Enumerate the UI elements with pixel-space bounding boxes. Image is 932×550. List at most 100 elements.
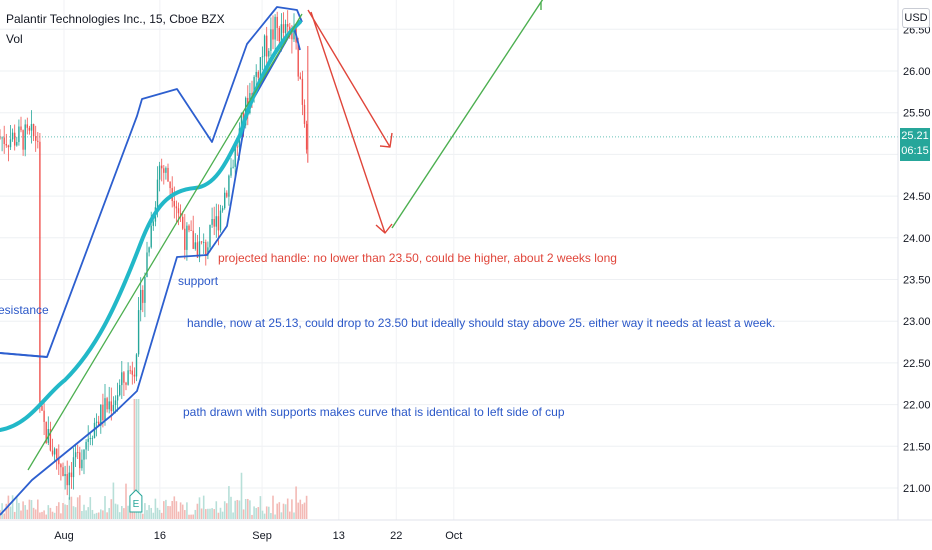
volume-bar	[93, 513, 96, 519]
volume-bar	[5, 503, 8, 519]
candle-body	[112, 405, 115, 412]
volume-bar	[41, 511, 43, 519]
volume-bar	[81, 510, 83, 519]
volume-bar	[104, 496, 106, 519]
volume-bar	[26, 509, 29, 519]
volume-bar	[175, 501, 178, 519]
annotation-support[interactable]: support	[178, 274, 219, 288]
drawings: E	[0, 0, 544, 516]
candle-body	[28, 127, 31, 131]
volume-bar	[194, 509, 197, 519]
volume-bar	[232, 512, 234, 519]
candle-body	[266, 35, 268, 57]
candle-body	[287, 24, 289, 27]
price-tick-label: 22.50	[903, 358, 931, 370]
candle-body	[270, 29, 272, 51]
volume-bar	[234, 500, 236, 519]
volume-bar	[53, 512, 56, 519]
moving-average-curve	[0, 20, 302, 432]
candle-body	[137, 310, 140, 355]
candle-body	[198, 241, 201, 258]
candle-body	[205, 242, 207, 256]
channel-lower-line	[0, 26, 301, 516]
candle-body	[104, 398, 106, 421]
candle-body	[140, 289, 142, 311]
candle-body	[7, 145, 10, 148]
volume-bar	[230, 496, 232, 519]
candle-body	[95, 421, 98, 423]
annotation-path[interactable]: path drawn with supports makes curve tha…	[183, 405, 565, 419]
volume-bar	[238, 500, 241, 519]
candle-body	[236, 146, 238, 148]
candle-body	[148, 247, 150, 253]
resistance-line	[0, 352, 48, 358]
candle-body	[228, 175, 230, 197]
candle-body	[217, 216, 220, 231]
candle-body	[68, 472, 70, 486]
volume-bar	[215, 501, 218, 519]
volume-bar	[18, 502, 20, 519]
volume-bar	[142, 513, 144, 519]
candle-body	[14, 132, 16, 146]
time-tick-label: Aug	[54, 530, 74, 542]
candle-body	[5, 144, 7, 146]
volume-bar	[89, 497, 92, 519]
candle-body	[184, 228, 186, 250]
candle-body	[81, 459, 83, 469]
candle-body	[284, 24, 287, 33]
volume-bar	[167, 505, 169, 519]
volume-bar	[295, 486, 297, 519]
volume-bar	[299, 499, 302, 519]
candle-body	[190, 230, 192, 231]
volume-bar	[68, 497, 71, 519]
annotation-resistance[interactable]: resistance	[0, 303, 49, 317]
volume-bar	[146, 510, 148, 519]
candle-body	[182, 216, 184, 229]
candle-body	[127, 370, 129, 385]
volume-bar	[87, 507, 89, 519]
volume-bar	[244, 499, 247, 519]
volume-bar	[100, 509, 102, 519]
candle-body	[51, 450, 54, 455]
volume-bar	[297, 502, 299, 519]
volume-bar	[236, 499, 239, 519]
volume-bar	[30, 500, 33, 519]
candle-body	[173, 201, 175, 207]
volume-bar	[186, 502, 188, 519]
volume-bar	[291, 499, 293, 519]
candle-body	[282, 24, 285, 33]
annotation-handle[interactable]: handle, now at 25.13, could drop to 23.5…	[187, 316, 776, 330]
volume-bar	[200, 508, 203, 519]
annotation-projected-handle[interactable]: projected handle: no lower than 23.50, c…	[218, 251, 617, 265]
volume-bar	[1, 503, 3, 519]
volume-bar	[280, 512, 283, 519]
candle-body	[289, 26, 291, 33]
candle-body	[163, 168, 165, 173]
price-tick-label: 23.00	[903, 316, 931, 328]
candle-body	[119, 385, 121, 396]
volume-indicator-label[interactable]: Vol	[6, 32, 23, 46]
candle-body	[276, 16, 278, 28]
projection-arrow-1	[307, 9, 391, 148]
volume-bar	[240, 472, 243, 519]
candle-body	[135, 354, 138, 377]
volume-bar	[70, 496, 73, 519]
volume-bar	[83, 504, 85, 519]
candle-body	[257, 71, 259, 78]
chart-title[interactable]: Palantir Technologies Inc., 15, Cboe BZX	[6, 12, 225, 26]
volume-bar	[24, 505, 26, 519]
price-tick-label: 21.00	[903, 483, 931, 495]
volume-bar	[284, 504, 287, 519]
volume-bar	[76, 497, 79, 519]
volume-bar	[125, 483, 127, 519]
currency-button[interactable]: USD	[902, 8, 930, 28]
volume-bar	[9, 506, 12, 519]
candle-body	[293, 27, 295, 40]
volume-bar	[108, 507, 110, 519]
volume-bar	[112, 482, 115, 519]
candle-body	[114, 400, 117, 406]
candle-body	[303, 104, 306, 124]
volume-bar	[154, 498, 157, 519]
